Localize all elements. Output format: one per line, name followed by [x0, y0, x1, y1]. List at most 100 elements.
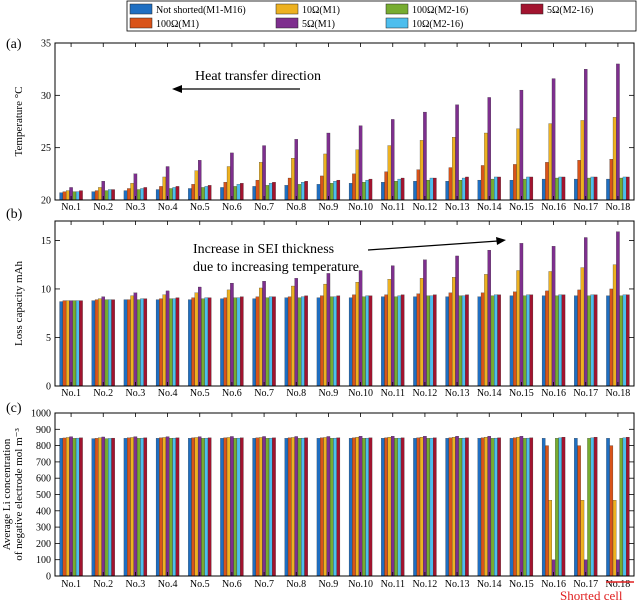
bar-a-no-8-100-m1 — [287, 177, 292, 201]
bar-c-no-4-100-m1 — [159, 437, 163, 577]
bar-b-no-14-not-shorted-m1-m16 — [477, 296, 482, 387]
bar-a-no-4-100-m2-16 — [169, 188, 173, 201]
bar-b-no-11-5-m1 — [391, 265, 395, 387]
bar-b-no-11-not-shorted-m1-m16 — [381, 296, 385, 387]
bar-a-no-3-5-m2-16 — [143, 187, 148, 201]
bar-b-no-11-100-m1 — [384, 294, 388, 387]
y-tick-label-c: 200 — [36, 539, 51, 550]
bar-b-no-9-5-m2-16 — [336, 295, 341, 387]
bar-c-no-7-5-m2-16 — [272, 437, 276, 577]
bar-b-no-3-100-m1 — [127, 299, 131, 387]
y-axis-label-a: Temperature °C — [13, 87, 25, 157]
bar-c-no-13-100-m2-16 — [458, 438, 463, 577]
bar-a-no-1-100-m1 — [62, 191, 67, 201]
bar-b-no-11-100-m2-16 — [394, 296, 398, 387]
legend-item-10-m1: 10Ω(M1) — [275, 3, 340, 16]
x-tick-label-a: No.2 — [93, 202, 113, 213]
y-tick-label-c: 700 — [36, 457, 51, 468]
bar-b-no-13-10-m2-16 — [461, 295, 466, 387]
bar-a-no-11-100-m1 — [384, 171, 388, 201]
legend-swatch — [385, 3, 409, 15]
bar-a-no-12-5-m2-16 — [433, 177, 437, 201]
bar-b-no-14-10-m1 — [484, 274, 488, 387]
x-tick-label-c: No.8 — [286, 579, 306, 590]
bar-c-no-13-not-shorted-m1-m16 — [445, 438, 449, 577]
bar-a-no-9-100-m2-16 — [329, 183, 334, 201]
bar-b-no-18-not-shorted-m1-m16 — [606, 295, 610, 387]
heat-transfer-annotation: Heat transfer direction — [172, 69, 321, 93]
legend-swatch — [520, 3, 544, 15]
bar-b-no-16-5-m2-16 — [561, 294, 566, 387]
bars-c — [59, 436, 630, 577]
bar-c-no-1-not-shorted-m1-m16 — [59, 438, 63, 577]
y-tick-label-b: 15 — [41, 236, 51, 247]
bar-a-no-16-5-m1 — [551, 78, 556, 201]
bar-a-no-8-not-shorted-m1-m16 — [284, 185, 289, 201]
bar-a-no-11-5-m2-16 — [400, 177, 405, 201]
y-tick-label-c: 600 — [36, 474, 51, 485]
panel-a-temperature: (a) Temperature °C No.1 No.2 No.3 No.4 No.5 No.… — [6, 37, 635, 213]
bar-a-no-12-100-m1 — [416, 169, 421, 201]
sei-annotation-line-2: due to increasing temperature — [193, 260, 359, 275]
bar-b-no-6-not-shorted-m1-m16 — [220, 298, 224, 387]
bar-c-no-4-10-m1 — [162, 437, 167, 577]
bar-b-no-4-10-m2-16 — [172, 298, 176, 387]
bar-a-no-13-10-m2-16 — [461, 177, 466, 201]
y-tick-label-b: 10 — [41, 284, 51, 295]
y-tick-label-c: 300 — [36, 523, 51, 534]
bar-b-no-14-5-m1 — [487, 249, 491, 387]
x-tick-label-a: No.12 — [413, 202, 438, 213]
bar-a-no-12-10-m1 — [419, 140, 424, 201]
sei-arrow-line — [367, 240, 499, 251]
bar-a-no-15-100-m2-16 — [522, 178, 527, 201]
bar-a-no-11-5-m1 — [391, 119, 395, 201]
y-axis-label-c-line-1: Average Li concentration — [1, 438, 13, 550]
bar-a-no-16-100-m1 — [545, 162, 549, 201]
bar-b-no-15-5-m2-16 — [529, 294, 534, 387]
x-tick-label-a: No.14 — [477, 202, 502, 213]
bar-c-no-4-not-shorted-m1-m16 — [155, 438, 160, 577]
bar-c-no-10-100-m1 — [352, 437, 356, 577]
bar-c-no-1-10-m2-16 — [75, 437, 80, 577]
bar-b-no-13-100-m1 — [448, 292, 453, 387]
bar-a-no-11-10-m1 — [387, 145, 392, 201]
bar-c-no-3-10-m2-16 — [140, 437, 144, 577]
bar-b-no-18-10-m2-16 — [622, 294, 627, 387]
bar-a-no-2-5-m2-16 — [111, 189, 115, 201]
y-tick-label-c: 0 — [46, 572, 51, 583]
bar-a-no-18-10-m1 — [612, 117, 617, 201]
bar-a-no-10-100-m2-16 — [362, 182, 366, 201]
bar-b-no-13-10-m1 — [452, 277, 456, 387]
bar-b-no-2-5-m1 — [101, 296, 105, 387]
bar-c-no-7-10-m1 — [259, 437, 263, 577]
bar-a-no-6-5-m2-16 — [240, 183, 244, 201]
bar-c-no-5-10-m1 — [194, 437, 199, 577]
bar-c-no-9-100-m2-16 — [329, 438, 334, 577]
bar-a-no-4-100-m1 — [159, 186, 163, 201]
x-tick-label-c: No.7 — [254, 579, 274, 590]
bar-c-no-2-10-m1 — [98, 437, 102, 577]
x-tick-label-b: No.4 — [158, 388, 178, 399]
bar-b-no-3-5-m1 — [133, 292, 138, 387]
bar-b-no-1-5-m1 — [69, 300, 73, 387]
bar-c-no-14-10-m1 — [484, 436, 488, 577]
y-tick-label-a: 35 — [41, 39, 51, 50]
bar-b-no-13-5-m1 — [455, 255, 459, 387]
bar-c-no-5-5-m1 — [198, 436, 202, 577]
bar-b-no-12-100-m2-16 — [426, 295, 430, 387]
bar-c-no-14-5-m2-16 — [497, 437, 501, 577]
x-tick-label-a: No.1 — [61, 202, 81, 213]
bar-a-no-8-5-m2-16 — [304, 181, 308, 201]
x-tick-label-a: No.4 — [158, 202, 178, 213]
bar-c-no-13-10-m1 — [452, 436, 456, 577]
bar-c-no-12-5-m2-16 — [433, 437, 437, 577]
bar-a-no-13-10-m1 — [452, 137, 456, 201]
bar-b-no-8-5-m2-16 — [304, 295, 308, 387]
bar-b-no-4-5-m1 — [165, 290, 170, 387]
bar-a-no-6-5-m1 — [230, 152, 234, 201]
bar-c-no-18-not-shorted-m1-m16 — [606, 438, 610, 577]
legend-item-5-m2-16: 5Ω(M2-16) — [520, 3, 593, 16]
bar-c-no-7-100-m1 — [255, 437, 260, 577]
bar-a-no-6-100-m2-16 — [233, 186, 237, 201]
bar-b-no-12-100-m1 — [416, 293, 421, 387]
